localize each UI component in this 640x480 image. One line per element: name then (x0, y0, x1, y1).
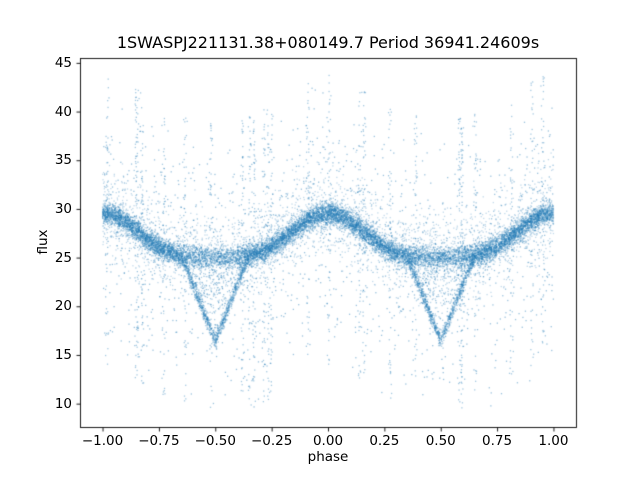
scatter-plot-canvas (0, 0, 640, 480)
light-curve-figure: 1SWASPJ221131.38+080149.7 Period 36941.2… (0, 0, 640, 480)
